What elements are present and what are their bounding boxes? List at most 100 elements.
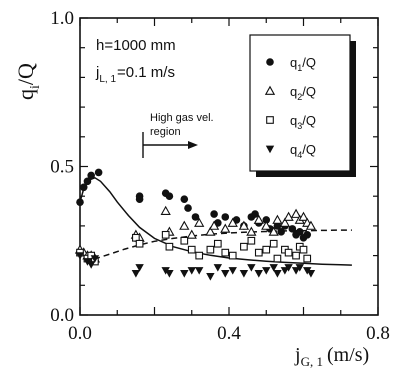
- data-point-q4: [291, 267, 301, 275]
- data-point-q3: [180, 236, 189, 245]
- x-tick-label: 0.0: [68, 323, 92, 344]
- data-point-q1: [277, 228, 285, 236]
- y-axis-label-sub: i: [28, 85, 43, 89]
- data-point-q1: [303, 231, 312, 239]
- data-point-q4: [187, 267, 196, 275]
- region-arrow-head: [188, 141, 198, 149]
- data-point-q2: [298, 211, 309, 221]
- legend-label-q1: q1/Q: [290, 55, 316, 73]
- data-point-q3: [206, 245, 215, 254]
- data-point-q4: [269, 264, 278, 272]
- data-point-q4: [206, 273, 215, 281]
- data-point-q4: [306, 270, 316, 278]
- data-point-q4: [254, 270, 263, 278]
- legend-label-q4: q4/Q: [290, 142, 316, 160]
- data-point-q2: [283, 211, 294, 221]
- data-point-q2: [268, 226, 279, 236]
- liquid-velocity-sub: L, 1: [99, 74, 116, 85]
- y-axis-label: qi/Q: [13, 63, 43, 100]
- data-point-q1: [221, 213, 230, 221]
- height-annotation: h=1000 mm: [96, 37, 176, 54]
- data-point-q4: [280, 267, 290, 275]
- data-point-q1: [83, 177, 92, 186]
- data-point-q4: [239, 270, 249, 278]
- data-point-q1: [180, 195, 189, 203]
- legend-marker-q4: [265, 145, 275, 154]
- data-point-q4: [247, 264, 256, 272]
- data-point-q2: [194, 217, 205, 227]
- data-point-q3: [165, 242, 174, 251]
- data-point-q4: [284, 264, 293, 272]
- data-point-q3: [269, 239, 278, 248]
- data-point-q3: [195, 251, 204, 260]
- data-point-q3: [221, 248, 230, 257]
- data-point-q1: [295, 228, 304, 236]
- x-axis-label-main: j: [294, 344, 301, 366]
- data-point-q4: [86, 261, 96, 269]
- data-point-q3: [187, 245, 196, 254]
- data-point-q2: [227, 217, 238, 227]
- data-point-q1: [94, 168, 103, 177]
- data-point-q4: [262, 267, 271, 275]
- data-point-q1: [273, 222, 282, 230]
- x-tick-label: 0.4: [217, 323, 241, 344]
- data-point-q4: [221, 270, 230, 278]
- legend-label-q2: q2/Q: [290, 84, 316, 102]
- x-tick-label: 0.8: [366, 323, 390, 344]
- data-point-q4: [135, 264, 144, 272]
- data-point-q2: [305, 220, 317, 230]
- data-point-q2: [272, 214, 283, 224]
- data-point-q1: [135, 195, 144, 203]
- data-point-q1: [87, 171, 95, 180]
- data-point-q3: [240, 242, 248, 251]
- data-point-q2: [220, 223, 231, 233]
- data-point-q1: [251, 210, 259, 218]
- legend: q1/Q q2/Q q3/Q q4/Q: [249, 34, 356, 177]
- y-tick-label: 0.0: [50, 305, 74, 326]
- data-point-q4: [273, 270, 282, 278]
- data-point-q4: [213, 264, 223, 272]
- data-point-q1: [165, 192, 174, 200]
- y-axis-label-rest: /Q: [13, 63, 38, 85]
- data-point-q4: [165, 270, 174, 278]
- data-point-q2: [246, 226, 257, 236]
- data-point-q1: [79, 183, 88, 192]
- x-axis-label-unit: (m/s): [327, 344, 369, 366]
- data-point-q3: [228, 251, 237, 260]
- data-point-q2: [160, 205, 171, 215]
- data-point-q3: [213, 239, 222, 248]
- data-point-q2: [205, 226, 216, 236]
- legend-marker-q1: [266, 58, 274, 66]
- data-point-q2: [279, 217, 291, 227]
- liquid-velocity-value: =0.1 m/s: [117, 64, 175, 81]
- x-axis-label-sub: G, 1: [301, 354, 323, 369]
- data-point-q4: [295, 264, 304, 272]
- data-point-q2: [179, 220, 190, 230]
- data-point-q3: [247, 236, 256, 245]
- data-point-q3: [135, 239, 144, 248]
- data-point-q4: [180, 270, 189, 278]
- data-point-q1: [184, 204, 192, 212]
- data-point-q3: [254, 248, 263, 257]
- data-point-q4: [131, 270, 141, 278]
- data-point-q1: [262, 216, 271, 224]
- data-point-q2: [238, 220, 250, 230]
- data-point-q3: [273, 254, 282, 263]
- legend-label-q3: q3/Q: [290, 113, 316, 131]
- data-point-q4: [195, 267, 204, 275]
- legend-box: [249, 34, 351, 172]
- y-tick-label: 0.5: [50, 157, 74, 178]
- data-point-q3: [292, 251, 300, 260]
- region-annotation-line1: High gas vel.: [150, 112, 214, 124]
- region-annotation-line2: region: [150, 126, 181, 138]
- data-point-q2: [290, 208, 302, 218]
- data-point-q2: [253, 214, 264, 224]
- data-point-q3: [299, 245, 308, 254]
- data-point-q2: [261, 220, 272, 230]
- data-point-q3: [161, 230, 170, 239]
- data-point-q4: [90, 255, 100, 263]
- legend-marker-q2: [264, 85, 276, 95]
- data-point-q4: [228, 267, 237, 275]
- data-point-q4: [75, 252, 85, 260]
